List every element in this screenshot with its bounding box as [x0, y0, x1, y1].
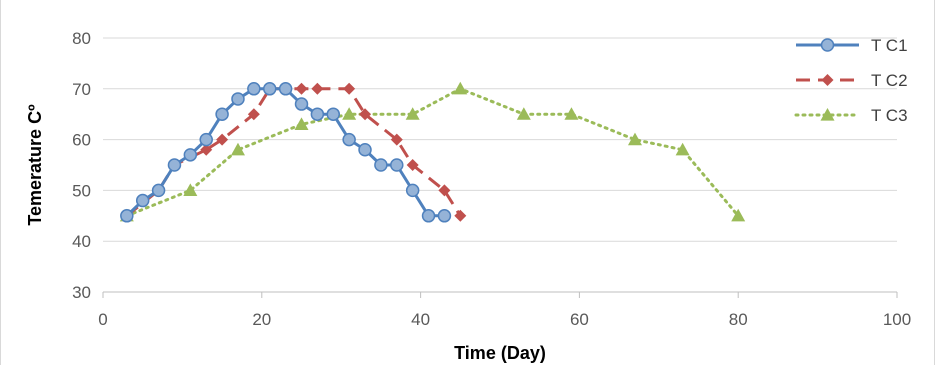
- data-point: [564, 107, 579, 120]
- legend-marker: [820, 108, 835, 121]
- data-point: [199, 132, 213, 147]
- data-point: [151, 183, 166, 198]
- data-point: [627, 132, 642, 146]
- legend-marker: [820, 38, 835, 52]
- data-point: [294, 117, 309, 130]
- data-point: [183, 183, 198, 196]
- data-point: [358, 143, 372, 157]
- series-line: [125, 87, 462, 217]
- data-point: [167, 158, 182, 172]
- x-tick-label: 100: [883, 310, 911, 329]
- y-tick-label: 70: [72, 80, 91, 99]
- legend: T C1 T C2 T C3: [794, 36, 908, 125]
- data-point: [247, 82, 261, 96]
- data-point: [183, 148, 198, 162]
- data-point: [231, 92, 245, 106]
- data-point: [390, 133, 403, 146]
- series-t-c3: [119, 81, 746, 222]
- y-axis-title: Temerature Cº: [25, 104, 45, 226]
- data-point: [731, 208, 746, 222]
- legend-entry: T C3: [794, 106, 908, 125]
- data-point: [405, 107, 420, 120]
- series-layer: [119, 81, 746, 223]
- data-point: [454, 209, 467, 222]
- y-tick-label: 30: [72, 283, 91, 302]
- data-point: [438, 184, 451, 197]
- y-tick-label: 80: [72, 29, 91, 48]
- y-tick-label: 40: [72, 232, 91, 251]
- data-point: [342, 132, 356, 147]
- data-point: [405, 183, 420, 198]
- x-tick-label: 40: [411, 310, 430, 329]
- data-point: [390, 158, 404, 172]
- data-point: [374, 158, 388, 172]
- data-point: [406, 159, 419, 171]
- data-point: [516, 107, 531, 120]
- x-axis-title: Time (Day): [454, 343, 546, 363]
- y-tick-label: 60: [72, 131, 91, 150]
- data-point: [135, 193, 150, 208]
- gridlines: [103, 37, 897, 242]
- x-tick-label: 80: [729, 310, 748, 329]
- data-point: [230, 142, 245, 156]
- x-tick-label: 60: [570, 310, 589, 329]
- x-tick-label: 0: [98, 310, 107, 329]
- data-point: [295, 82, 308, 95]
- data-point: [421, 209, 436, 223]
- data-point: [359, 108, 372, 121]
- data-point: [215, 107, 229, 121]
- data-point: [310, 107, 325, 121]
- data-point: [326, 107, 341, 121]
- x-tick-label: 20: [252, 310, 271, 329]
- legend-marker: [821, 74, 834, 86]
- data-point: [120, 209, 134, 223]
- data-point: [453, 81, 468, 95]
- legend-label: T C3: [871, 106, 908, 125]
- data-point: [675, 142, 690, 156]
- data-point: [216, 133, 229, 146]
- data-point: [437, 209, 452, 223]
- data-point: [278, 82, 293, 96]
- legend-entry: T C1: [796, 36, 908, 55]
- data-point: [311, 82, 324, 95]
- data-point: [262, 82, 277, 96]
- y-tick-label: 50: [72, 181, 91, 200]
- legend-label: T C1: [871, 36, 908, 55]
- series-t-c1: [120, 82, 452, 223]
- data-point: [247, 108, 260, 121]
- legend-label: T C2: [871, 71, 908, 90]
- series-t-c2: [120, 82, 467, 222]
- series-line: [125, 87, 740, 218]
- data-point: [294, 97, 309, 111]
- data-point: [343, 82, 356, 95]
- axes: 30 40 50 60 70 80 0 20 40 60 80 100: [72, 29, 911, 329]
- legend-entry: T C2: [796, 71, 908, 90]
- data-point: [342, 107, 357, 120]
- data-point: [200, 143, 213, 156]
